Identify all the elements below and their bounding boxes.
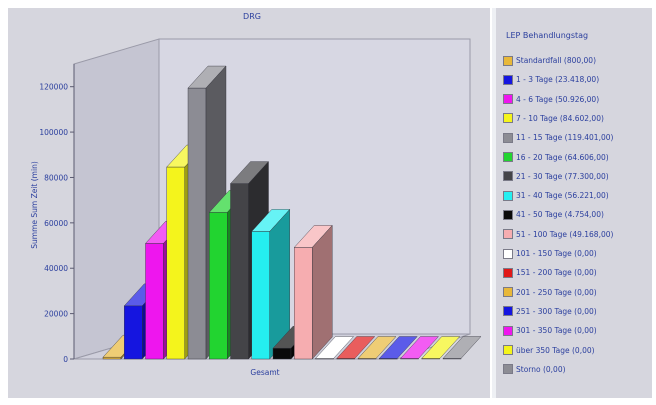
- legend-swatch: [503, 248, 513, 259]
- legend-item: 201 - 250 Tage (0,00): [503, 286, 597, 299]
- legend-item: 4 - 6 Tage (50.926,00): [503, 93, 599, 106]
- bar-top: [336, 336, 376, 359]
- legend-swatch: [503, 113, 513, 124]
- chart-title: DRG: [243, 12, 261, 21]
- bar-top: [378, 336, 418, 359]
- legend-label: 51 - 100 Tage (49.168,00): [516, 229, 614, 239]
- bar-top: [315, 336, 354, 359]
- bar-top: [357, 336, 397, 359]
- legend-label: über 350 Tage (0,00): [516, 345, 595, 355]
- bar: [272, 348, 292, 360]
- legend-item: 16 - 20 Tage (64.606,00): [503, 151, 609, 164]
- legend-swatch: [503, 152, 513, 162]
- y-tick-label: 100000: [39, 128, 68, 137]
- legend-item: 7 - 10 Tage (84.602,00): [503, 112, 604, 125]
- bar-top: [400, 336, 439, 359]
- legend-label: 151 - 200 Tage (0,00): [516, 268, 597, 278]
- y-tick-label: 0: [63, 355, 68, 364]
- legend-label: 301 - 350 Tage (0,00): [516, 326, 597, 336]
- legend-swatch: [503, 171, 513, 182]
- bar-top: [442, 336, 482, 359]
- bar-top: [421, 336, 461, 359]
- legend-label: Standardfall (800,00): [516, 56, 597, 65]
- legend-swatch: [503, 229, 513, 240]
- legend-swatch: [503, 287, 513, 298]
- legend-item: 101 - 150 Tage (0,00): [503, 247, 597, 260]
- y-tick-label: 20000: [44, 310, 68, 319]
- legend-item: Storno (0,00): [503, 363, 566, 376]
- legend-item: 251 - 300 Tage (0,00): [503, 305, 597, 318]
- y-tick-label: 40000: [44, 264, 68, 273]
- bar-side: [312, 224, 333, 360]
- bar: [209, 212, 228, 360]
- legend-swatch: [503, 132, 513, 143]
- bar: [145, 243, 164, 360]
- legend-item: 41 - 50 Tage (4.754,00): [503, 208, 604, 221]
- bar: [230, 183, 249, 360]
- legend-item: 21 - 30 Tage (77.300,00): [503, 170, 609, 183]
- legend-label: 251 - 300 Tage (0,00): [516, 306, 597, 316]
- legend-item: über 350 Tage (0,00): [503, 344, 595, 357]
- legend-swatch: [503, 190, 513, 201]
- legend-label: 4 - 6 Tage (50.926,00): [516, 94, 600, 104]
- legend-label: 41 - 50 Tage (4.754,00): [516, 210, 604, 220]
- legend-label: 201 - 250 Tage (0,00): [516, 287, 597, 297]
- legend-item: 11 - 15 Tage (119.401,00): [503, 131, 613, 144]
- legend-item: 31 - 40 Tage (56.221,00): [503, 189, 609, 202]
- legend-swatch: [503, 345, 513, 355]
- legend-label: 101 - 150 Tage (0,00): [516, 249, 597, 258]
- legend-item: Standardfall (800,00): [503, 54, 596, 67]
- legend-item: 151 - 200 Tage (0,00): [503, 266, 597, 279]
- legend-item: 51 - 100 Tage (49.168,00): [503, 228, 613, 241]
- y-axis-label: Summe Sum Zeit (min): [30, 161, 39, 249]
- bar: [102, 356, 122, 360]
- legend-swatch: [503, 94, 513, 105]
- legend-swatch: [503, 306, 513, 317]
- legend-swatch: [503, 325, 513, 336]
- legend-label: 31 - 40 Tage (56.221,00): [516, 191, 609, 201]
- legend-item: 1 - 3 Tage (23.418,00): [503, 73, 599, 86]
- legend-swatch: [503, 74, 513, 85]
- legend-swatch: [503, 209, 513, 220]
- y-tick-label: 120000: [39, 83, 68, 92]
- bar: [294, 247, 313, 360]
- legend-title: LEP Behandlungstag: [506, 31, 589, 40]
- legend-panel: LEP Behandlungstag Standardfall (800,00)…: [496, 8, 652, 398]
- legend-label: 1 - 3 Tage (23.418,00): [516, 75, 600, 85]
- y-tick-label: 80000: [44, 173, 68, 182]
- y-tick-label: 60000: [44, 219, 68, 228]
- bar: [166, 166, 185, 360]
- x-axis-label: Gesamt: [250, 368, 279, 377]
- legend-item: 301 - 350 Tage (0,00): [503, 324, 597, 337]
- legend-label: 21 - 30 Tage (77.300,00): [516, 171, 609, 181]
- legend-label: 16 - 20 Tage (64.606,00): [516, 152, 609, 162]
- legend-swatch: [503, 364, 513, 375]
- legend-label: Storno (0,00): [516, 364, 566, 374]
- legend-label: 11 - 15 Tage (119.401,00): [516, 133, 614, 143]
- legend-label: 7 - 10 Tage (84.602,00): [516, 113, 604, 123]
- legend-swatch: [503, 267, 513, 278]
- bar: [187, 87, 207, 360]
- legend-swatch: [503, 55, 513, 66]
- bar: [251, 231, 270, 360]
- panel-divider: [492, 8, 496, 398]
- bar: [124, 305, 143, 360]
